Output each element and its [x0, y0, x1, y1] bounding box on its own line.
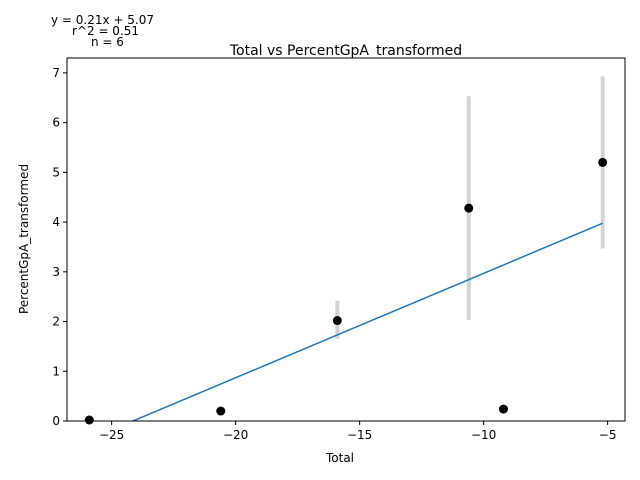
data-point: [498, 404, 508, 414]
data-points: [84, 157, 608, 425]
x-axis-label: Total: [325, 451, 354, 465]
data-point: [84, 415, 94, 425]
chart-title: Total vs PercentGpA_transformed: [229, 43, 462, 59]
plot-frame: [66, 57, 626, 422]
y-tick-label: 4: [52, 215, 60, 229]
x-tick-label: −10: [471, 428, 496, 442]
y-axis-label: PercentGpA_transformed: [17, 164, 31, 314]
y-tick-label: 1: [52, 364, 60, 378]
fit-line: [130, 222, 603, 421]
x-tick-label: −25: [99, 428, 124, 442]
fit-equation: y = 0.21x + 5.07: [51, 13, 155, 27]
y-tick-label: 2: [52, 315, 60, 329]
y-tick-label: 3: [52, 265, 60, 279]
y-tick-label: 7: [52, 66, 60, 80]
fit-n: n = 6: [91, 35, 124, 49]
x-tick-label: −15: [347, 428, 372, 442]
data-point: [332, 316, 342, 326]
y-tick-label: 6: [52, 116, 60, 130]
x-tick-label: −20: [223, 428, 248, 442]
y-tick-label: 0: [52, 414, 60, 428]
y-axis-ticks: 0 1 2 3 4 5 6 7: [52, 66, 67, 428]
fit-r-squared: r^2 = 0.51: [72, 24, 140, 38]
x-axis-ticks: −25 −20 −15 −10 −5: [99, 421, 617, 442]
data-point: [598, 157, 608, 167]
y-tick-label: 5: [52, 165, 60, 179]
fit-line-group: [130, 222, 603, 421]
data-point: [216, 406, 226, 416]
data-point: [464, 203, 474, 213]
x-tick-label: −5: [599, 428, 617, 442]
